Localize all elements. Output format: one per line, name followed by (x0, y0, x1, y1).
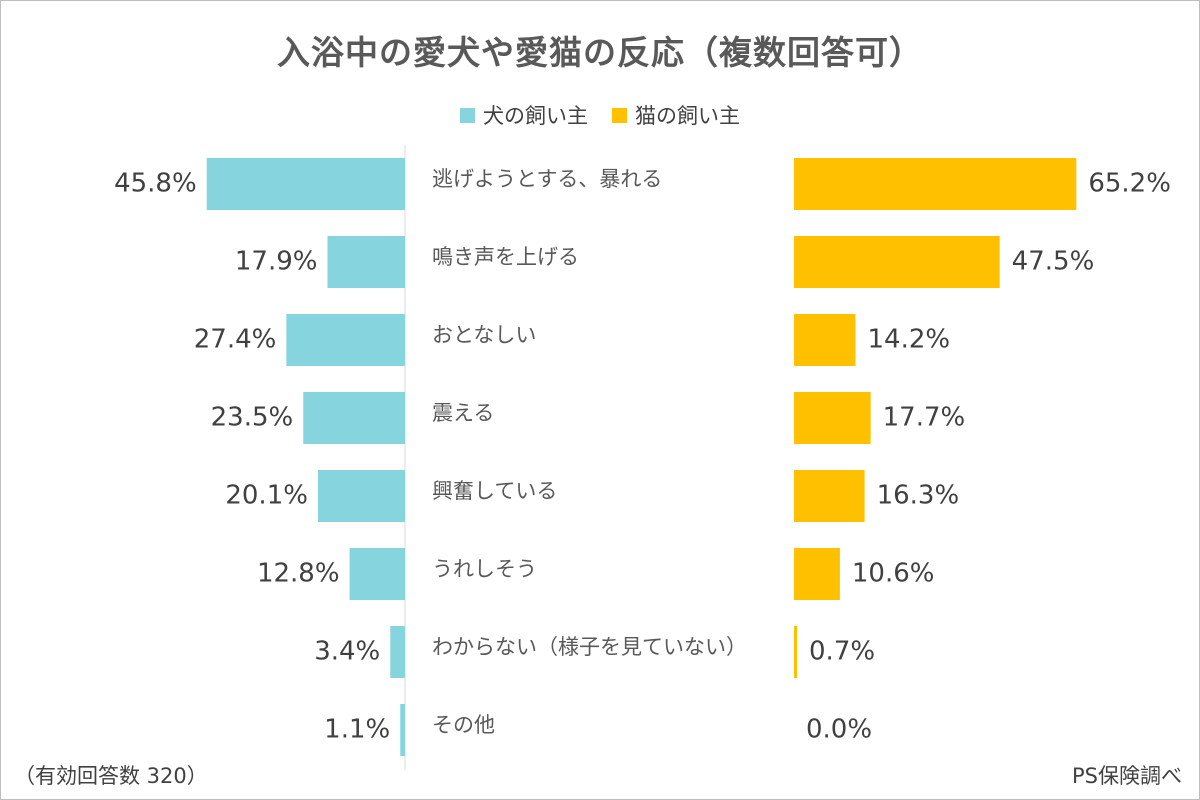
legend-swatch-cat (612, 107, 627, 123)
data-label-cat: 65.2% (1088, 169, 1171, 199)
data-label-dog: 1.1% (324, 715, 390, 745)
data-label-dog: 23.5% (211, 403, 294, 433)
bar-dog (327, 236, 405, 288)
data-label-cat: 47.5% (1012, 247, 1095, 277)
data-label-dog: 20.1% (225, 481, 308, 511)
data-label-cat: 14.2% (867, 325, 950, 355)
category-label: その他 (432, 713, 495, 737)
bar-dog (349, 548, 405, 600)
data-label-cat: 0.7% (809, 637, 875, 667)
data-label-cat: 17.7% (883, 403, 966, 433)
bar-dog (286, 314, 405, 366)
data-label-cat: 10.6% (852, 559, 935, 589)
category-label: 鳴き声を上げる (432, 245, 579, 269)
category-label: 興奮している (432, 479, 557, 503)
data-label-dog: 27.4% (194, 325, 277, 355)
category-label: おとなしい (432, 323, 536, 347)
legend-item-cat: 猫の飼い主 (612, 100, 740, 130)
bar-cat (794, 158, 1077, 210)
legend-label-cat: 猫の飼い主 (635, 104, 740, 128)
data-label-dog: 17.9% (235, 247, 318, 277)
legend-label-dog: 犬の飼い主 (483, 104, 588, 128)
category-label: わからない（様子を見ていない） (432, 635, 747, 659)
bar-cat (794, 236, 1000, 288)
bar-cat (794, 314, 856, 366)
chart-title: 入浴中の愛犬や愛猫の反応（複数回答可） (277, 33, 923, 72)
bar-dog (400, 704, 405, 756)
legend-item-dog: 犬の飼い主 (460, 100, 588, 130)
category-label: 逃げようとする、暴れる (432, 167, 662, 191)
category-label: 震える (432, 401, 494, 425)
bar-cat (794, 392, 871, 444)
chart-legend: 犬の飼い主 猫の飼い主 (0, 100, 1200, 130)
bar-dog (303, 392, 405, 444)
legend-swatch-dog (460, 107, 475, 123)
bar-cat (794, 626, 798, 678)
data-label-dog: 3.4% (314, 637, 380, 667)
data-label-cat: 0.0% (806, 715, 872, 745)
bar-dog (206, 158, 405, 210)
sample-size-note: （有効回答数 320） (14, 764, 208, 788)
category-label: うれしそう (432, 557, 537, 581)
data-label-dog: 45.8% (114, 169, 197, 199)
source-note: PS保険調べ (1072, 764, 1182, 788)
bar-dog (390, 626, 405, 678)
data-label-dog: 12.8% (257, 559, 340, 589)
bar-cat (794, 470, 865, 522)
data-label-cat: 16.3% (877, 481, 960, 511)
bar-cat (794, 548, 840, 600)
bar-dog (317, 470, 405, 522)
